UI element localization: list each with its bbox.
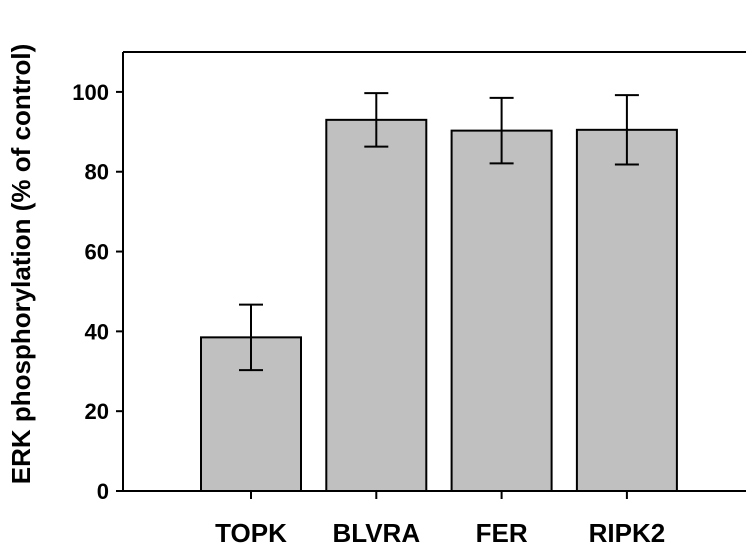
y-axis-title: ERK phosphorylation (% of control) <box>6 44 36 485</box>
x-tick-label-fer: FER <box>476 518 528 548</box>
x-tick-label-blvra: BLVRA <box>332 518 420 548</box>
y-tick-label-80: 80 <box>85 160 109 185</box>
y-tick-label-60: 60 <box>85 240 109 265</box>
bar-fer <box>450 129 553 492</box>
x-tick-label-topk: TOPK <box>215 518 287 548</box>
bar-blvra <box>325 118 428 492</box>
y-tick-label-100: 100 <box>72 80 109 105</box>
bar-ripk2 <box>575 128 678 492</box>
y-tick-label-40: 40 <box>85 319 109 344</box>
plot-area: 0 20 40 60 80 100 TOPK BLVRA FER RIPK2 <box>72 51 746 548</box>
x-tick-label-ripk2: RIPK2 <box>589 518 666 548</box>
y-tick-label-20: 20 <box>85 399 109 424</box>
y-tick-label-0: 0 <box>97 479 109 504</box>
